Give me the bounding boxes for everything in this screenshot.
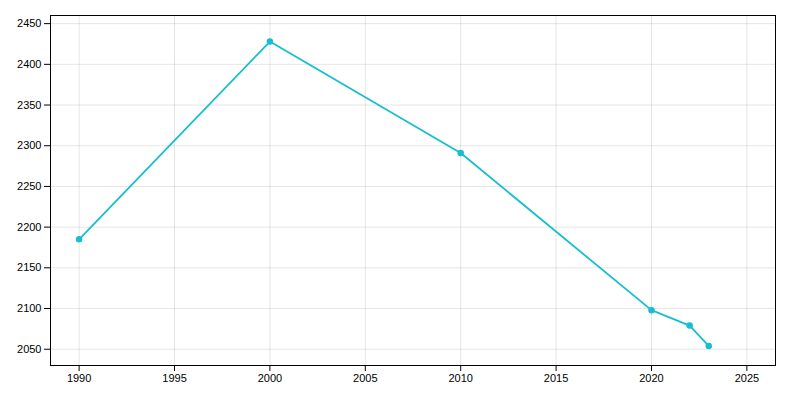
- svg-text:2150: 2150: [17, 261, 41, 273]
- svg-text:2450: 2450: [17, 17, 41, 29]
- svg-text:2100: 2100: [17, 302, 41, 314]
- svg-text:2400: 2400: [17, 58, 41, 70]
- svg-text:2050: 2050: [17, 343, 41, 355]
- svg-text:2005: 2005: [353, 372, 377, 384]
- svg-text:2250: 2250: [17, 180, 41, 192]
- svg-text:2200: 2200: [17, 221, 41, 233]
- svg-text:2350: 2350: [17, 99, 41, 111]
- svg-text:2010: 2010: [448, 372, 472, 384]
- svg-text:2020: 2020: [639, 372, 663, 384]
- svg-text:1995: 1995: [162, 372, 186, 384]
- svg-text:2015: 2015: [544, 372, 568, 384]
- svg-text:2000: 2000: [258, 372, 282, 384]
- svg-text:1990: 1990: [67, 372, 91, 384]
- svg-text:2025: 2025: [735, 372, 759, 384]
- svg-text:2300: 2300: [17, 139, 41, 151]
